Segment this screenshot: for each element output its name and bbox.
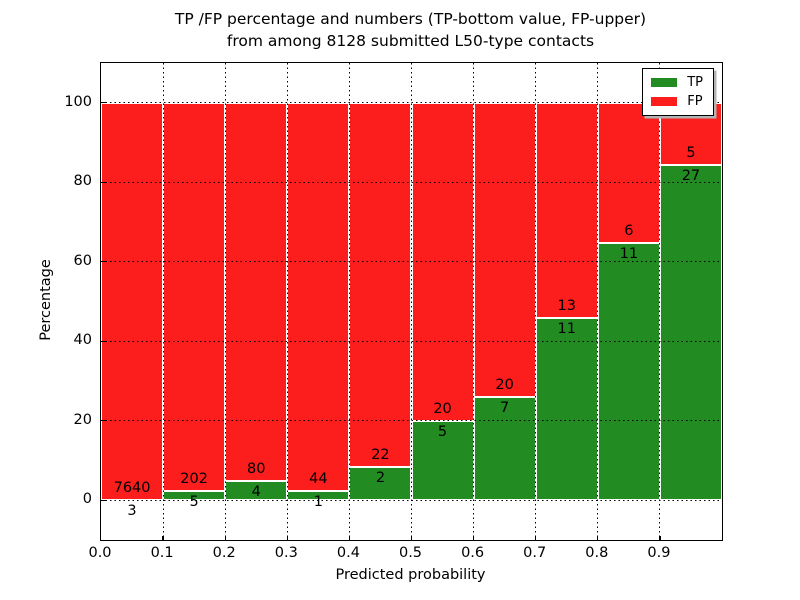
vertical-gridline (659, 63, 661, 540)
y-tick-mark (101, 181, 106, 183)
x-tick-label: 0.6 (461, 545, 485, 561)
x-tick-label: 0.4 (336, 545, 360, 561)
bars-layer (101, 63, 722, 540)
bar-segment-fp (287, 102, 350, 492)
tp-count-label: 4 (251, 484, 261, 501)
y-tick-label: 40 (73, 332, 92, 349)
legend-entry-fp: FP (651, 92, 703, 111)
plot-area: 7640 3 202 5 80 4 44 1 22 2 20 5 20 7 13 11 6 11 5 27 TP FP (100, 62, 723, 541)
vertical-gridline (224, 63, 226, 540)
tp-count-label: 5 (437, 423, 448, 440)
x-tick-label: 0.7 (523, 545, 547, 561)
y-axis-label: Percentage (38, 259, 54, 341)
x-tick-label: 0.8 (585, 545, 609, 561)
x-tick-label: 0.0 (88, 545, 112, 561)
vertical-gridline (597, 63, 599, 540)
bar-segment-fp (597, 102, 660, 244)
fp-count-label: 22 (371, 447, 390, 464)
fp-count-label: 20 (495, 377, 514, 394)
bar-segment-fp (101, 102, 164, 501)
x-tick-mark (348, 535, 351, 540)
bar-segment-fp (225, 102, 288, 482)
vertical-gridline (411, 63, 412, 540)
bar-segment-fp (349, 102, 412, 468)
bar-segment-tp (659, 164, 722, 501)
x-tick-label: 0.1 (150, 545, 174, 561)
fp-count-label: 5 (686, 144, 696, 161)
x-tick-mark (224, 535, 226, 540)
fp-count-label: 80 (247, 461, 266, 478)
x-tick-label: 0.2 (212, 545, 236, 561)
bar-segment-tp (349, 467, 412, 501)
y-tick-label: 20 (73, 411, 92, 428)
tp-count-label: 2 (375, 470, 386, 487)
vertical-gridline (162, 63, 164, 540)
x-tick-mark (286, 535, 288, 540)
vertical-gridline (348, 63, 350, 540)
y-tick-label: 60 (73, 252, 92, 269)
legend-swatch-tp (651, 78, 678, 87)
x-tick-mark (472, 535, 475, 540)
x-tick-mark (535, 535, 537, 540)
bar-segment-tp (411, 420, 474, 501)
bar-segment-fp (535, 102, 598, 319)
y-tick-label: 80 (73, 173, 92, 190)
legend-entry-tp: TP (651, 73, 703, 92)
horizontal-gridline (101, 181, 722, 183)
horizontal-gridline (101, 340, 722, 342)
legend-label-tp: TP (687, 74, 703, 90)
tp-count-label: 11 (619, 246, 639, 263)
x-tick-label: 0.5 (398, 545, 423, 561)
tp-count-label: 1 (313, 494, 323, 511)
bar-segment-tp (597, 243, 660, 501)
y-tick-label: 100 (64, 93, 92, 110)
horizontal-gridline (101, 261, 722, 263)
bar-segment-tp (287, 491, 350, 501)
vertical-gridline (535, 63, 537, 540)
fp-count-label: 7640 (113, 480, 151, 497)
x-tick-label: 0.9 (647, 545, 671, 561)
y-tick-mark (101, 420, 106, 422)
tp-count-label: 3 (127, 503, 137, 520)
fp-count-label: 6 (624, 223, 634, 240)
bar-segment-tp (225, 481, 288, 501)
x-axis-label: Predicted probability (335, 567, 486, 583)
horizontal-gridline (101, 420, 722, 422)
tp-count-label: 11 (557, 321, 576, 338)
bar-value-labels-layer: 7640 3 202 5 80 4 44 1 22 2 20 5 20 7 13 11 6 11 5 27 (101, 63, 722, 540)
x-tick-mark (410, 535, 413, 540)
horizontal-gridline (101, 499, 722, 501)
bar-segment-fp (163, 102, 226, 491)
bar-segment-tp (535, 318, 598, 501)
horizontal-gridline (101, 102, 722, 104)
x-tick-mark (162, 535, 164, 540)
chart-title: TP /FP percentage and numbers (TP-bottom… (100, 8, 721, 52)
legend: TP FP (642, 68, 714, 116)
fp-count-label: 13 (557, 298, 576, 315)
y-tick-mark (101, 261, 106, 263)
title-line-2: from among 8128 submitted L50-type conta… (226, 32, 595, 50)
vertical-gridline (473, 63, 475, 540)
legend-label-fp: FP (687, 93, 703, 109)
title-line-1: TP /FP percentage and numbers (TP-bottom… (174, 10, 647, 28)
x-tick-mark (659, 535, 661, 540)
y-tick-mark (101, 102, 106, 104)
fp-count-label: 202 (180, 470, 208, 487)
tp-count-label: 7 (500, 400, 510, 417)
fp-count-label: 20 (433, 400, 452, 417)
x-tick-mark (597, 535, 599, 540)
fp-count-label: 44 (309, 471, 328, 488)
gridlines-layer (101, 63, 722, 540)
bar-segment-fp (473, 102, 536, 398)
x-tick-label: 0.3 (274, 545, 298, 561)
vertical-gridline (286, 63, 288, 540)
tp-count-label: 5 (189, 493, 199, 510)
y-tick-mark (101, 340, 106, 342)
y-tick-mark (101, 499, 106, 501)
tp-count-label: 27 (681, 167, 701, 184)
y-tick-label: 0 (82, 491, 92, 508)
legend-swatch-fp (651, 97, 678, 106)
bar-segment-tp (473, 397, 536, 501)
